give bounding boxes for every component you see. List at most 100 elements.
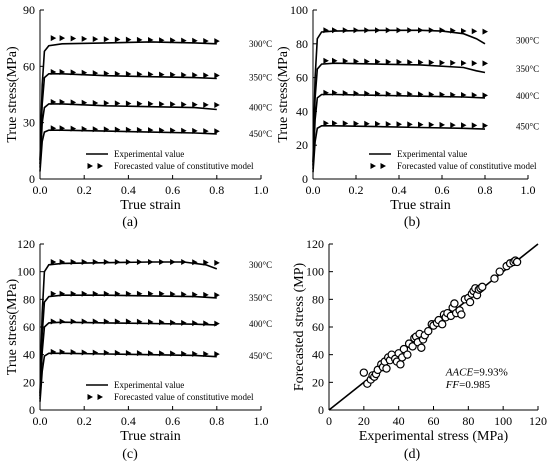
forecast-marker bbox=[170, 319, 176, 326]
forecast-marker bbox=[214, 259, 220, 266]
y-tick-label: 80 bbox=[312, 292, 324, 306]
forecast-marker bbox=[192, 350, 198, 357]
forecast-marker bbox=[482, 28, 488, 35]
y-axis-label: True stress(MPa) bbox=[5, 46, 20, 143]
forecast-marker bbox=[375, 27, 381, 34]
forecast-marker bbox=[214, 128, 220, 135]
legend-marker-swatch bbox=[97, 163, 103, 169]
legend-forecasted: Forecasted value of constitutive model bbox=[114, 392, 254, 402]
x-tick-label: 0.6 bbox=[165, 183, 180, 197]
forecast-marker bbox=[170, 37, 176, 44]
y-tick-label: 60 bbox=[296, 71, 308, 85]
forecast-marker bbox=[114, 318, 121, 325]
forecast-marker bbox=[114, 100, 121, 107]
x-tick-label: 0.0 bbox=[33, 183, 48, 197]
forecast-marker bbox=[148, 37, 154, 44]
forecast-marker bbox=[159, 350, 165, 357]
forecast-marker bbox=[214, 102, 220, 109]
forecast-marker bbox=[385, 121, 392, 128]
forecast-marker bbox=[418, 27, 424, 34]
scatter-point bbox=[495, 267, 504, 276]
forecast-marker bbox=[323, 57, 329, 64]
forecast-marker bbox=[396, 59, 402, 66]
forecast-marker bbox=[396, 121, 402, 128]
forecast-marker bbox=[70, 349, 77, 356]
forecast-marker bbox=[114, 349, 121, 356]
forecast-marker bbox=[114, 258, 121, 265]
panel-caption: (c) bbox=[122, 447, 138, 462]
temperature-label: 350°C bbox=[249, 73, 272, 83]
x-axis-label: True strain bbox=[120, 429, 181, 444]
forecast-marker bbox=[70, 125, 77, 132]
forecast-marker bbox=[203, 320, 209, 327]
x-tick-label: 0.0 bbox=[306, 183, 321, 197]
x-tick-label: 40 bbox=[393, 414, 405, 428]
forecast-marker bbox=[461, 122, 467, 129]
chart-panel-4: 0 20 40 60 80 100 120 0 20 40 60 80 100 120 Experiment… bbox=[292, 237, 547, 462]
y-tick-label: 60 bbox=[312, 320, 324, 334]
forecast-marker bbox=[471, 92, 478, 99]
legend-marker-swatch bbox=[370, 163, 376, 169]
forecast-marker bbox=[148, 100, 154, 107]
forecast-marker bbox=[353, 90, 359, 97]
forecast-marker bbox=[192, 37, 198, 44]
forecast-marker bbox=[114, 70, 121, 77]
legend-experimental: Experimental value bbox=[114, 149, 184, 159]
forecast-marker bbox=[50, 68, 57, 75]
forecast-marker bbox=[103, 258, 110, 265]
forecast-marker bbox=[192, 259, 198, 266]
forecast-marker bbox=[136, 126, 143, 133]
ff-annotation: FF=0.985 bbox=[445, 379, 491, 391]
forecast-marker bbox=[203, 350, 209, 357]
forecast-marker bbox=[170, 71, 176, 78]
forecast-marker bbox=[50, 348, 57, 355]
forecast-marker bbox=[59, 68, 66, 75]
temperature-label: 350°C bbox=[516, 64, 539, 74]
experimental-curve-2 bbox=[39, 73, 217, 165]
forecast-marker bbox=[203, 128, 209, 135]
forecast-marker bbox=[192, 127, 198, 134]
forecast-marker bbox=[59, 35, 66, 42]
y-tick-label: 0 bbox=[29, 172, 35, 186]
scatter-point bbox=[396, 360, 405, 369]
temperature-label: 450°C bbox=[249, 351, 272, 361]
scatter-point bbox=[465, 297, 475, 307]
forecast-marker bbox=[59, 125, 66, 132]
forecast-marker bbox=[203, 72, 209, 79]
forecast-marker bbox=[461, 27, 467, 34]
y-tick-label: 40 bbox=[23, 348, 35, 362]
forecast-marker bbox=[125, 318, 132, 325]
x-tick-label: 80 bbox=[462, 414, 474, 428]
chart-panel-3: 0.0 0.2 0.4 0.6 0.8 1.0 0 20 40 60 80 100 120 True st… bbox=[5, 237, 272, 462]
forecast-marker bbox=[418, 121, 424, 128]
x-tick-label: 20 bbox=[358, 414, 370, 428]
forecast-marker bbox=[353, 27, 359, 34]
forecast-marker bbox=[92, 70, 99, 77]
experimental-curve-1 bbox=[39, 41, 217, 161]
forecast-marker bbox=[439, 121, 445, 128]
forecast-marker bbox=[181, 319, 187, 326]
experimental-curve-2 bbox=[312, 62, 486, 166]
aace-label: AACE bbox=[445, 366, 474, 378]
forecast-marker bbox=[181, 127, 187, 134]
x-axis-label: True strain bbox=[390, 198, 451, 213]
legend-experimental: Experimental value bbox=[397, 149, 467, 159]
forecast-marker bbox=[59, 290, 66, 297]
forecast-marker bbox=[125, 36, 132, 43]
temperature-label: 300°C bbox=[249, 260, 272, 270]
forecast-marker bbox=[114, 290, 121, 297]
forecast-marker bbox=[148, 319, 154, 326]
forecast-marker bbox=[136, 350, 143, 357]
panel-caption: (a) bbox=[122, 215, 138, 230]
y-tick-label: 60 bbox=[23, 320, 35, 334]
legend-marker-swatch bbox=[87, 394, 93, 400]
x-tick-label: 100 bbox=[494, 414, 512, 428]
forecast-marker bbox=[323, 120, 329, 127]
forecast-marker bbox=[375, 120, 381, 127]
forecast-marker bbox=[385, 90, 392, 97]
forecast-marker bbox=[148, 290, 154, 297]
forecast-marker bbox=[81, 35, 88, 42]
y-tick-label: 40 bbox=[296, 104, 308, 118]
forecast-marker bbox=[192, 291, 198, 298]
forecast-marker bbox=[148, 127, 154, 134]
